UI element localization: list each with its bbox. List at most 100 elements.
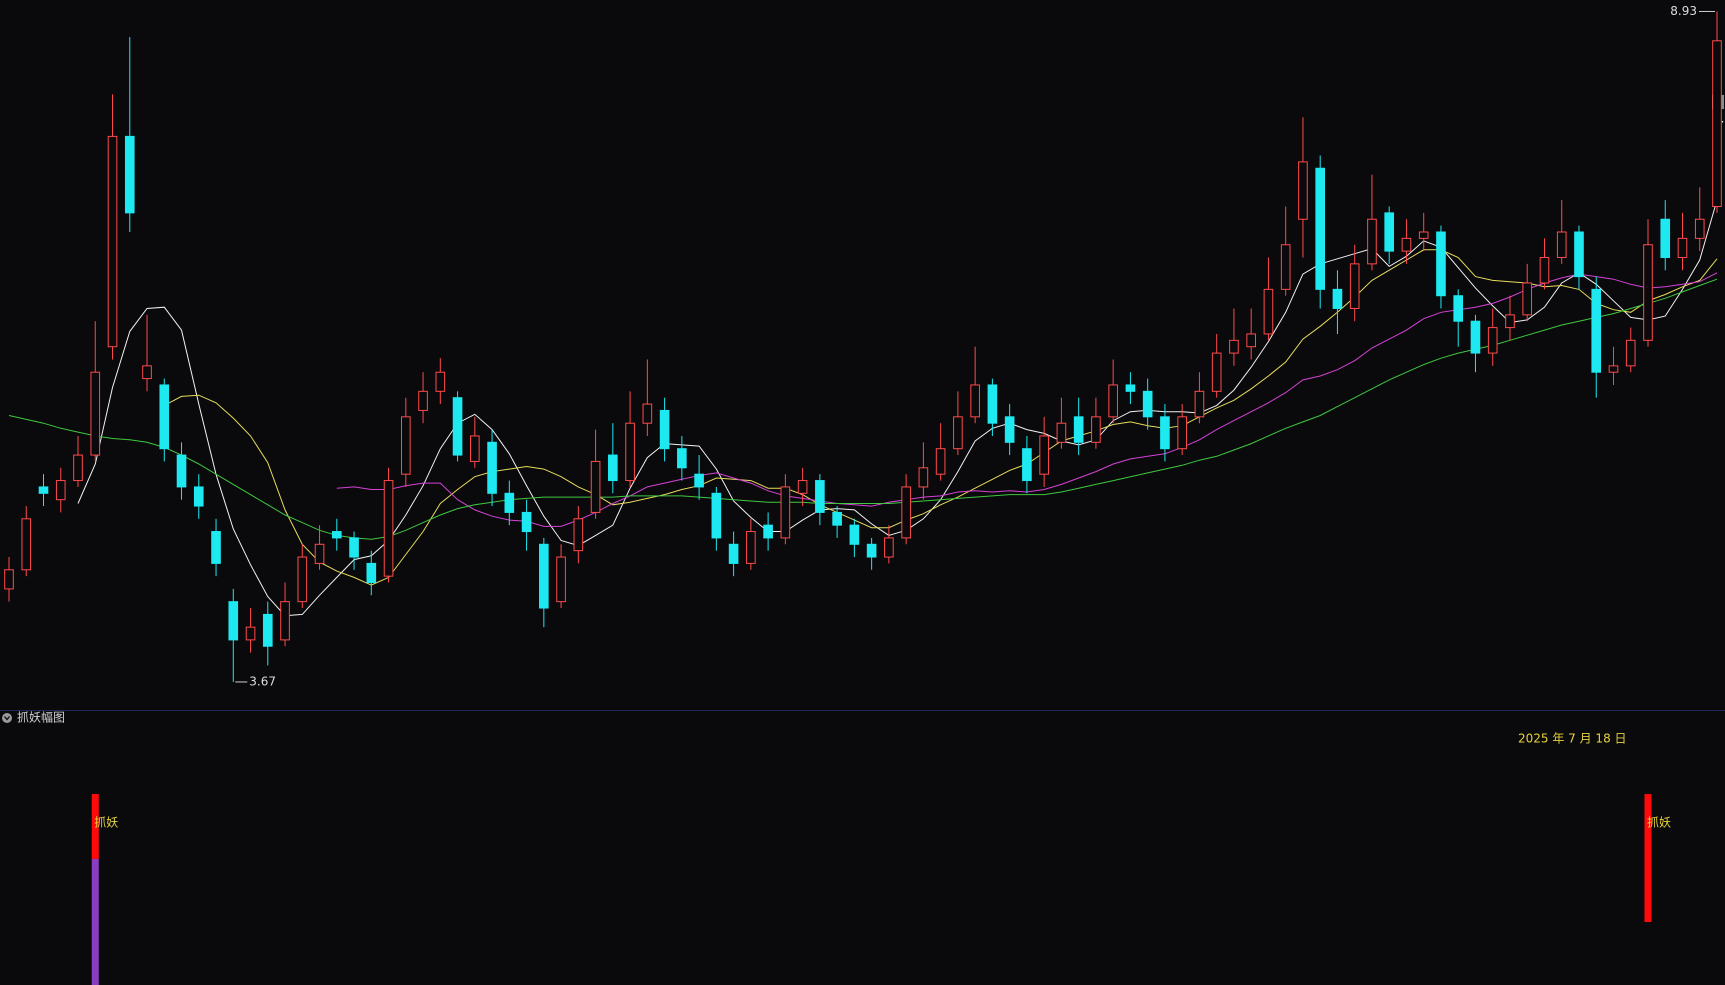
candle-body xyxy=(970,384,980,418)
candle-body xyxy=(331,531,342,539)
candle-body xyxy=(228,601,239,641)
candle-body xyxy=(901,486,911,539)
collapse-chevron xyxy=(4,716,10,721)
candle-body xyxy=(1229,339,1239,354)
candle-body xyxy=(1298,161,1308,220)
candle-body xyxy=(21,518,32,571)
candle-body xyxy=(642,403,653,424)
candle-body xyxy=(383,480,394,577)
moving-average-line xyxy=(164,249,1718,586)
candle-body xyxy=(625,422,635,482)
candle-body xyxy=(1505,314,1515,329)
candle-body xyxy=(1591,288,1602,373)
candle-body xyxy=(935,448,946,475)
candle-body xyxy=(55,480,66,501)
candle-body xyxy=(38,486,49,494)
candle-body xyxy=(539,543,549,609)
candle-body xyxy=(452,397,463,456)
signal-label: 抓妖 xyxy=(94,816,118,830)
signal-bar xyxy=(1644,794,1652,922)
candle-body xyxy=(107,135,118,348)
candle-body xyxy=(1280,244,1291,290)
candle-body xyxy=(832,511,842,526)
candle-body xyxy=(504,492,515,513)
indicator-bar xyxy=(91,858,99,985)
candle-body xyxy=(262,613,273,647)
max-price-label: 8.93 xyxy=(1670,4,1697,18)
collapse-icon[interactable] xyxy=(2,713,12,723)
candle-body xyxy=(573,518,584,552)
candle-body xyxy=(1332,288,1343,309)
candle-body xyxy=(746,531,756,564)
candle-body xyxy=(1211,352,1222,392)
candle-body xyxy=(1108,384,1118,418)
candle-body xyxy=(884,537,894,558)
candle-body xyxy=(1436,231,1446,297)
candle-body xyxy=(1556,231,1567,258)
candle-body xyxy=(1694,218,1705,239)
candle-body xyxy=(176,454,187,488)
candle-body xyxy=(1574,231,1584,278)
candle-body xyxy=(1418,231,1429,239)
min-price-label: 3.67 xyxy=(249,674,276,688)
candle-body xyxy=(1522,282,1533,316)
candle-body xyxy=(556,556,566,603)
candle-body xyxy=(521,511,532,533)
candle-body xyxy=(297,556,308,603)
candle-body xyxy=(797,480,808,494)
indicator-title: 抓妖幅图 xyxy=(17,710,65,725)
moving-average-line xyxy=(8,278,1718,540)
signal-bar xyxy=(91,794,99,859)
candle-body xyxy=(4,569,14,590)
candle-body xyxy=(487,441,497,494)
candle-body xyxy=(1539,256,1550,284)
candle-body xyxy=(1004,416,1015,443)
candle-body xyxy=(211,531,221,564)
candle-body xyxy=(815,480,825,513)
candle-body xyxy=(1315,167,1326,290)
candle-body xyxy=(780,486,791,539)
candle-body xyxy=(659,409,670,450)
candle-body xyxy=(953,416,963,450)
signal-label: 抓妖 xyxy=(1647,816,1671,830)
candle-body xyxy=(245,626,256,641)
candle-body xyxy=(314,543,325,564)
candle-body xyxy=(470,435,480,462)
candle-body xyxy=(366,562,377,584)
candle-body xyxy=(400,416,411,475)
candle-body xyxy=(124,135,135,214)
candle-body xyxy=(849,524,860,545)
candle-body xyxy=(1263,288,1274,335)
candle-body xyxy=(1194,390,1205,418)
candle-body xyxy=(1712,40,1722,207)
candle-body xyxy=(1487,327,1498,354)
candle-body xyxy=(1470,320,1481,354)
candle-body xyxy=(866,543,877,558)
candle-body xyxy=(159,384,170,450)
candle-body xyxy=(1401,237,1412,252)
candle-body xyxy=(193,486,204,507)
candle-body xyxy=(1142,390,1153,418)
date-label: 2025 年 7 月 18 日 xyxy=(1518,732,1627,746)
candle-body xyxy=(608,454,618,482)
candle-body xyxy=(987,384,998,424)
candle-body xyxy=(1677,237,1688,258)
candle-body xyxy=(1039,435,1049,475)
candle-body xyxy=(590,460,601,513)
candle-body xyxy=(1160,416,1170,450)
candle-body xyxy=(1660,218,1671,258)
candle-body xyxy=(728,543,739,564)
candle-body xyxy=(1384,212,1395,252)
candle-body xyxy=(1453,295,1464,322)
candle-body xyxy=(73,454,83,482)
candle-body xyxy=(1056,422,1067,443)
candle-body xyxy=(711,492,722,539)
candle-body xyxy=(1625,339,1636,367)
candle-body xyxy=(677,448,687,469)
candle-body xyxy=(1608,365,1619,373)
candle-body xyxy=(1643,244,1653,341)
candle-body xyxy=(1349,263,1360,309)
